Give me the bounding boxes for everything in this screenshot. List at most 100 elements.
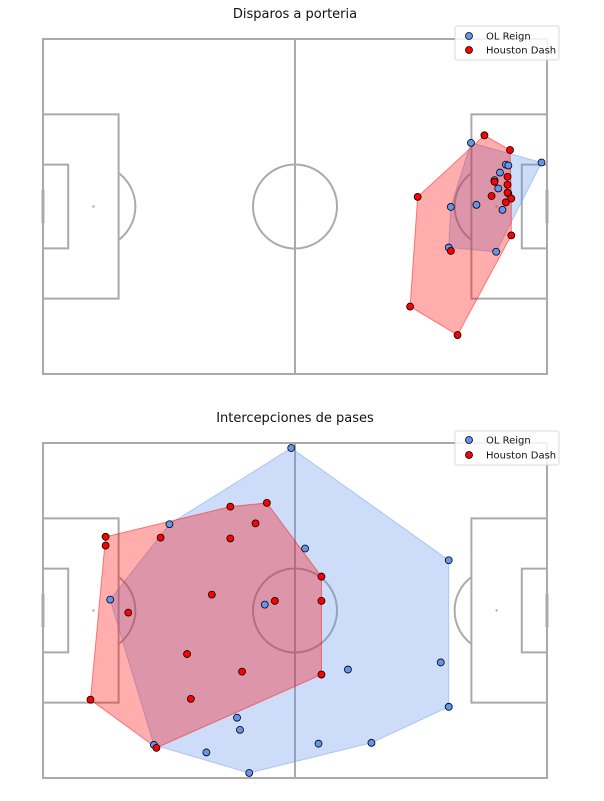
data-point-ol-reign <box>344 665 352 674</box>
data-point-houston-dash <box>506 146 514 154</box>
hull-houston-dash <box>89 502 322 749</box>
goal-area-left <box>42 163 70 250</box>
legend-marker-houston-dash <box>465 451 473 459</box>
penalty-arc-right <box>453 576 472 645</box>
data-point-houston-dash <box>507 231 516 240</box>
data-point-ol-reign <box>504 161 513 170</box>
data-point-houston-dash <box>262 498 271 507</box>
chart-panel-shots: Disparos a porteria OL Reign Houston Das… <box>41 7 560 375</box>
data-point-houston-dash <box>156 533 165 542</box>
data-point-ol-reign <box>444 702 453 711</box>
data-point-ol-reign <box>202 748 211 757</box>
data-point-houston-dash <box>490 177 499 186</box>
data-point-ol-reign <box>233 713 241 722</box>
data-point-ol-reign <box>287 444 296 452</box>
data-point-ol-reign <box>498 205 507 214</box>
chart-title-interceptions: Intercepciones de pases <box>216 411 374 426</box>
data-point-ol-reign <box>367 738 376 747</box>
data-point-ol-reign <box>494 184 503 193</box>
legend-label-ol-reign: OL Reign <box>486 436 531 447</box>
data-point-houston-dash <box>124 608 133 617</box>
points-shots <box>406 131 546 339</box>
centre-circle <box>252 567 338 654</box>
data-point-houston-dash <box>487 192 496 200</box>
data-point-houston-dash <box>317 596 326 605</box>
centre-spot <box>293 609 297 612</box>
penalty-arc-left <box>118 576 137 645</box>
data-point-houston-dash <box>238 667 246 676</box>
data-point-ol-reign <box>467 138 475 147</box>
data-point-houston-dash <box>503 188 512 197</box>
penalty-spot-right <box>495 205 498 208</box>
data-point-houston-dash <box>507 194 516 203</box>
data-point-houston-dash <box>183 650 191 658</box>
data-point-houston-dash <box>406 302 414 311</box>
data-point-houston-dash <box>317 670 326 679</box>
data-point-houston-dash <box>453 331 462 339</box>
goal-right <box>545 593 549 628</box>
data-point-houston-dash <box>101 541 110 550</box>
data-point-houston-dash <box>101 532 110 541</box>
legend-shots: OL Reign Houston Dash <box>454 25 560 61</box>
pitch-shots <box>41 38 549 375</box>
data-point-ol-reign <box>436 658 445 667</box>
hull-houston-dash <box>409 134 512 336</box>
data-point-ol-reign <box>444 556 453 565</box>
data-point-ol-reign <box>492 247 501 256</box>
data-point-ol-reign <box>472 200 481 209</box>
penalty-spot-right <box>495 609 498 612</box>
data-point-houston-dash <box>226 502 235 511</box>
data-point-ol-reign <box>496 168 504 177</box>
data-point-houston-dash <box>251 519 260 528</box>
chart-title-shots: Disparos a porteria <box>233 7 357 22</box>
data-point-ol-reign <box>537 158 546 167</box>
goal-right <box>545 189 549 224</box>
data-point-ol-reign <box>260 600 269 609</box>
data-point-houston-dash <box>152 743 161 752</box>
data-point-houston-dash <box>207 590 216 599</box>
hulls-interceptions <box>89 447 450 774</box>
data-point-houston-dash <box>501 198 510 207</box>
legend-marker-houston-dash <box>465 46 473 54</box>
penalty-spot-left <box>92 205 95 208</box>
data-point-houston-dash <box>503 172 512 181</box>
data-point-houston-dash <box>503 180 512 189</box>
legend-label-houston-dash: Houston Dash <box>486 46 556 57</box>
data-point-houston-dash <box>413 192 422 201</box>
data-point-houston-dash <box>317 572 326 581</box>
goal-area-right <box>520 567 548 654</box>
goal-left <box>41 593 45 628</box>
legend-box <box>454 430 560 466</box>
legend-marker-ol-reign <box>465 436 473 444</box>
legend-label-ol-reign: OL Reign <box>486 32 531 43</box>
goal-left <box>41 189 45 224</box>
penalty-spot-left <box>92 609 95 612</box>
penalty-area-right <box>470 517 548 704</box>
data-point-houston-dash <box>270 596 279 605</box>
data-point-ol-reign <box>106 595 115 604</box>
data-point-houston-dash <box>226 534 235 543</box>
legend-label-houston-dash: Houston Dash <box>486 451 556 462</box>
data-point-ol-reign <box>446 203 455 211</box>
data-point-houston-dash <box>86 695 95 704</box>
legend-box <box>454 25 560 61</box>
data-point-ol-reign <box>301 544 309 553</box>
data-point-ol-reign <box>236 725 244 734</box>
penalty-arc-left <box>118 172 137 241</box>
data-point-houston-dash <box>186 694 195 703</box>
data-point-ol-reign <box>314 739 323 748</box>
goal-area-left <box>42 567 70 654</box>
data-point-ol-reign <box>165 520 174 529</box>
chart-panel-interceptions: Intercepciones de pases OL Reign Houston… <box>41 411 560 779</box>
penalty-area-left <box>42 113 120 300</box>
data-point-houston-dash <box>480 131 489 140</box>
pitch-interceptions <box>41 442 549 779</box>
points-interceptions <box>86 444 453 777</box>
legend-marker-ol-reign <box>465 32 473 40</box>
centre-spot <box>293 205 297 208</box>
centre-circle <box>252 163 338 250</box>
legend-interceptions: OL Reign Houston Dash <box>454 430 560 466</box>
data-point-houston-dash <box>446 246 455 255</box>
